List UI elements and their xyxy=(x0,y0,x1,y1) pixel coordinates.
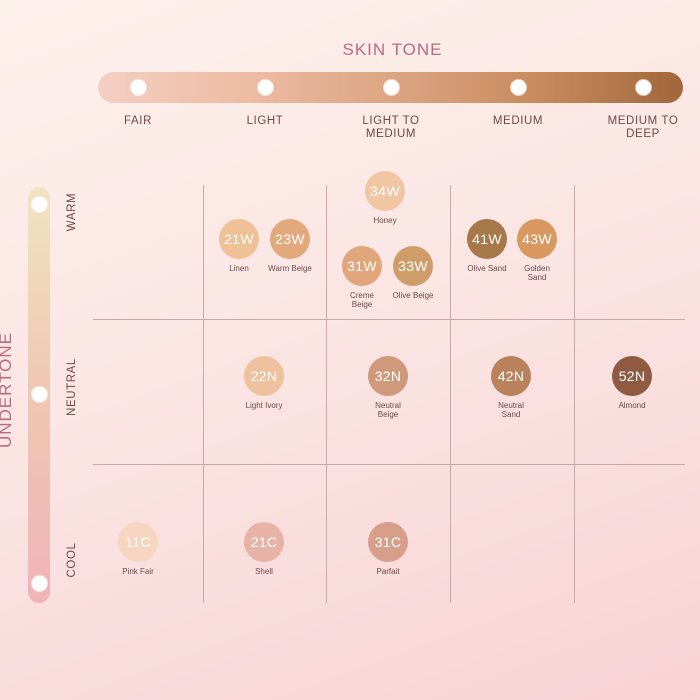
shade-swatch: 34W xyxy=(365,171,405,211)
shade-swatch: 33W xyxy=(393,246,433,286)
shade-name: Linen xyxy=(229,264,249,273)
shade-34w: 34W Honey xyxy=(325,171,445,226)
shade-42n: 42N Neutral Sand xyxy=(451,356,571,419)
skin-tone-marker-light xyxy=(257,80,273,95)
shade-name: Honey xyxy=(373,216,397,225)
skin-tone-label-light-to-medium: LIGHT TO MEDIUM xyxy=(362,115,420,140)
shade-22n: 22N Light Ivory xyxy=(204,356,324,411)
shade-21w: 21W Linen xyxy=(179,219,299,274)
shade-swatch: 21C xyxy=(244,522,284,562)
shade-swatch: 21W xyxy=(219,219,259,259)
shade-name: Golden Sand xyxy=(524,264,550,282)
shade-name: Creme Beige xyxy=(349,291,374,309)
skin-tone-marker-light-to-medium xyxy=(383,80,399,95)
shade-41w: 41W Olive Sand xyxy=(427,219,547,274)
undertone-label-warm: WARM xyxy=(66,192,78,232)
undertone-marker-warm xyxy=(31,196,47,212)
shade-name: Parfait xyxy=(376,567,400,576)
skin-tone-bar xyxy=(98,72,683,103)
shade-swatch: 42N xyxy=(491,356,531,396)
grid-line xyxy=(450,185,451,603)
shade-name: Almond xyxy=(618,401,646,410)
shade-swatch: 31C xyxy=(368,522,408,562)
shade-swatch: 11C xyxy=(118,522,158,562)
shade-name: Shell xyxy=(255,567,273,576)
grid-line xyxy=(203,185,204,603)
skin-tone-label-medium: MEDIUM xyxy=(492,115,544,127)
shade-swatch: 23W xyxy=(270,219,310,259)
shade-11c: 11C Pink Fair xyxy=(78,522,198,577)
undertone-label-cool: COOL xyxy=(66,542,78,578)
shade-name: Warm Beige xyxy=(268,264,312,273)
skin-tone-marker-medium-to-deep xyxy=(635,80,651,95)
undertone-bar xyxy=(28,187,50,603)
shade-swatch: 43W xyxy=(517,219,557,259)
skin-tone-label-light: LIGHT xyxy=(246,115,284,127)
shade-name: Pink Fair xyxy=(122,567,154,576)
skin-tone-title: SKIN TONE xyxy=(342,40,443,59)
shade-52n: 52N Almond xyxy=(572,356,692,411)
undertone-label-neutral: NEUTRAL xyxy=(66,358,78,416)
shade-43w: 43W Golden Sand xyxy=(477,219,597,282)
shade-33w: 33W Olive Beige xyxy=(353,246,473,301)
shade-swatch: 41W xyxy=(467,219,507,259)
grid-line xyxy=(93,319,685,320)
grid-line xyxy=(326,185,327,603)
skin-tone-label-fair: FAIR xyxy=(124,115,152,127)
grid-line xyxy=(93,464,685,465)
shade-name: Light Ivory xyxy=(245,401,283,410)
grid-line xyxy=(574,185,575,603)
undertone-title: UNDERTONE xyxy=(0,331,15,449)
shade-name: Olive Beige xyxy=(392,291,434,300)
shade-32n: 32N Neutral Beige xyxy=(328,356,448,419)
shade-23w: 23W Warm Beige xyxy=(230,219,350,274)
shade-name: Neutral Beige xyxy=(375,401,401,419)
skin-tone-label-medium-to-deep: MEDIUM TO DEEP xyxy=(607,115,679,140)
shade-31c: 31C Parfait xyxy=(328,522,448,577)
shade-name: Neutral Sand xyxy=(498,401,524,419)
skin-tone-marker-fair xyxy=(130,80,146,95)
undertone-marker-cool xyxy=(31,575,47,591)
shade-21c: 21C Shell xyxy=(204,522,324,577)
shade-swatch: 31W xyxy=(342,246,382,286)
undertone-marker-neutral xyxy=(31,386,47,402)
skin-tone-marker-medium xyxy=(510,80,526,95)
shade-swatch: 52N xyxy=(612,356,652,396)
shade-swatch: 22N xyxy=(244,356,284,396)
shade-31w: 31W Creme Beige xyxy=(302,246,422,309)
shade-swatch: 32N xyxy=(368,356,408,396)
shade-name: Olive Sand xyxy=(467,264,507,273)
